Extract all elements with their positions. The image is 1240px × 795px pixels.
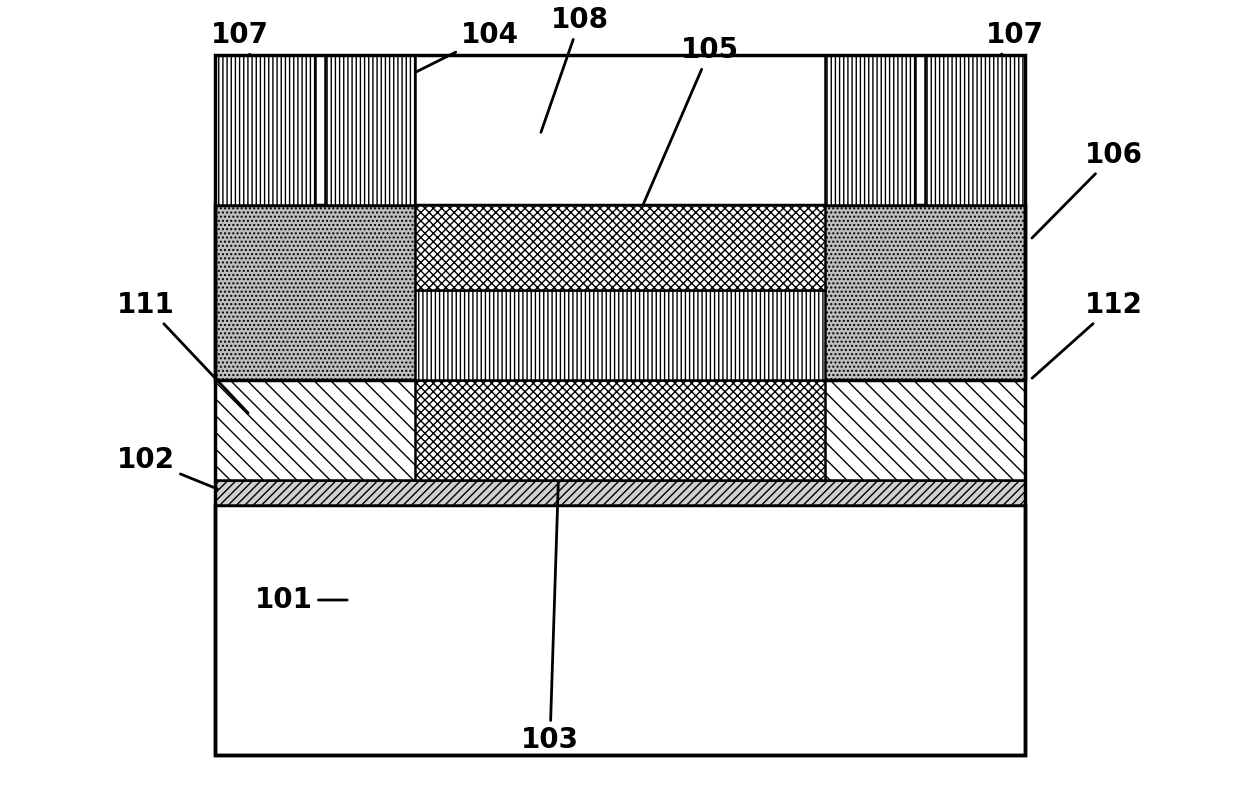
Text: 111: 111	[118, 291, 248, 413]
Text: 107: 107	[982, 21, 1044, 83]
Text: 105: 105	[631, 36, 739, 232]
Text: 106: 106	[1032, 141, 1143, 238]
Bar	[215, 505, 1025, 755]
Bar	[925, 55, 1025, 205]
Bar	[415, 380, 825, 480]
Text: 112: 112	[1032, 291, 1143, 378]
Bar	[215, 55, 1025, 755]
Text: 107: 107	[211, 21, 269, 83]
Text: 108: 108	[541, 6, 609, 133]
Bar	[215, 205, 1025, 380]
Bar	[415, 205, 825, 290]
Text: 104: 104	[372, 21, 520, 94]
Bar	[825, 55, 915, 205]
Bar	[325, 55, 415, 205]
Bar	[215, 380, 1025, 480]
Text: 102: 102	[117, 446, 217, 489]
Text: 103: 103	[521, 432, 579, 754]
Bar	[215, 55, 315, 205]
Text: 101: 101	[255, 586, 347, 614]
Bar	[215, 480, 1025, 505]
Bar	[415, 290, 825, 380]
